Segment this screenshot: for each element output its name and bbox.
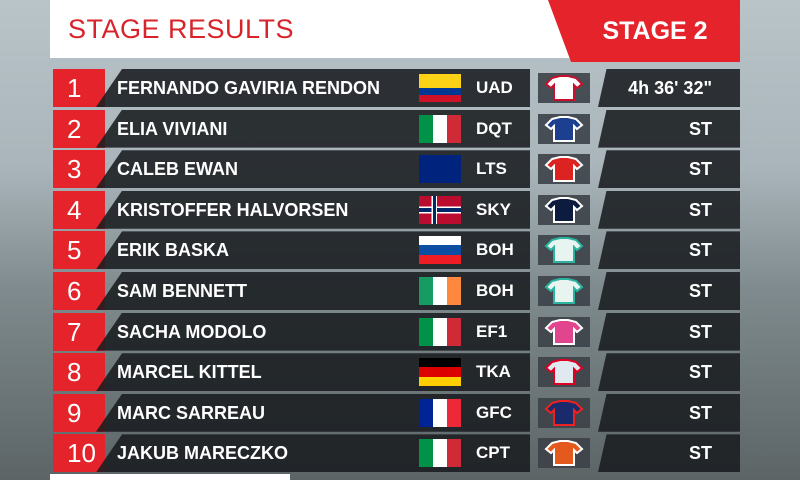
time-bar [598,353,740,392]
flag [419,74,461,102]
jersey-box [538,154,590,185]
jersey-box [538,235,590,266]
team-code: BOH [476,240,514,260]
time: ST [688,443,712,464]
jersey-icon [544,156,584,183]
flag [419,195,461,224]
jersey-box [538,276,590,306]
rank-box: 5 [53,231,105,270]
time-bar [598,312,740,351]
time-bar [598,272,740,310]
rider-name: MARCEL KITTEL [117,362,262,383]
time: ST [688,362,712,383]
jersey-icon [544,359,584,386]
rank-box: 2 [53,109,105,148]
jersey-box [538,316,590,347]
team-code: BOH [476,281,514,300]
rider-name: JAKUB MARECZKO [117,443,288,464]
stage-box [548,0,740,62]
jersey-icon [544,237,584,264]
time: ST [688,199,712,220]
team-code: SKY [476,199,511,219]
team-code: EF1 [476,321,508,341]
time: ST [688,281,712,301]
rider-name: SAM BENNETT [117,281,247,301]
flag [419,358,461,387]
jersey-box [538,113,590,144]
time: 4h 36' 32" [628,78,712,98]
flag [419,317,461,346]
rank-box: 9 [53,393,105,432]
time-bar [598,434,740,473]
jersey-icon [544,115,584,142]
jersey-box [538,397,590,428]
time: ST [688,240,712,261]
jersey-box [538,438,590,469]
rank-box: 4 [53,190,105,229]
jersey-icon [544,196,584,223]
rank-box: 3 [53,150,105,189]
rider-name: ERIK BASKA [117,240,230,261]
time: ST [688,402,712,423]
rank-box: 1 [53,69,105,107]
time: ST [688,321,712,342]
jersey-icon [544,278,584,304]
flag [419,277,461,305]
team-code: GFC [476,402,512,422]
jersey-box [538,357,590,388]
rank-box: 6 [53,272,105,310]
time-bar [598,69,740,107]
team-code: TKA [476,362,511,382]
jersey-icon [544,75,584,101]
flag [419,236,461,265]
rank-box: 7 [53,312,105,351]
flag [419,398,461,427]
jersey-box [538,73,590,103]
rider-name: FERNANDO GAVIRIA RENDON [117,78,381,98]
rider-name: MARC SARREAU [117,402,265,423]
rank-box: 8 [53,353,105,392]
flag [419,114,461,143]
time-bar [598,393,740,432]
rider-name: CALEB EWAN [117,159,238,180]
title: STAGE RESULTS [68,14,295,44]
rider-name: KRISTOFFER HALVORSEN [117,199,349,220]
time-bar [598,150,740,189]
flag [419,155,461,184]
rider-name: SACHA MODOLO [117,321,267,342]
time-bar [598,109,740,148]
jersey-icon [544,440,584,467]
team-code: LTS [476,159,507,179]
team-code: UAD [476,78,513,97]
footer-line [50,474,290,480]
time-bar [598,231,740,270]
team-code: DQT [476,118,512,138]
flag [419,439,461,468]
team-code: CPT [476,443,510,463]
jersey-icon [544,399,584,426]
time-bar [598,190,740,229]
stage-label: STAGE 2 [602,17,708,45]
time: ST [688,118,712,139]
jersey-icon [544,318,584,345]
time: ST [688,159,712,180]
jersey-box [538,194,590,225]
header-band [50,0,580,58]
rider-name: ELIA VIVIANI [117,118,228,139]
rank-box: 10 [53,434,105,473]
